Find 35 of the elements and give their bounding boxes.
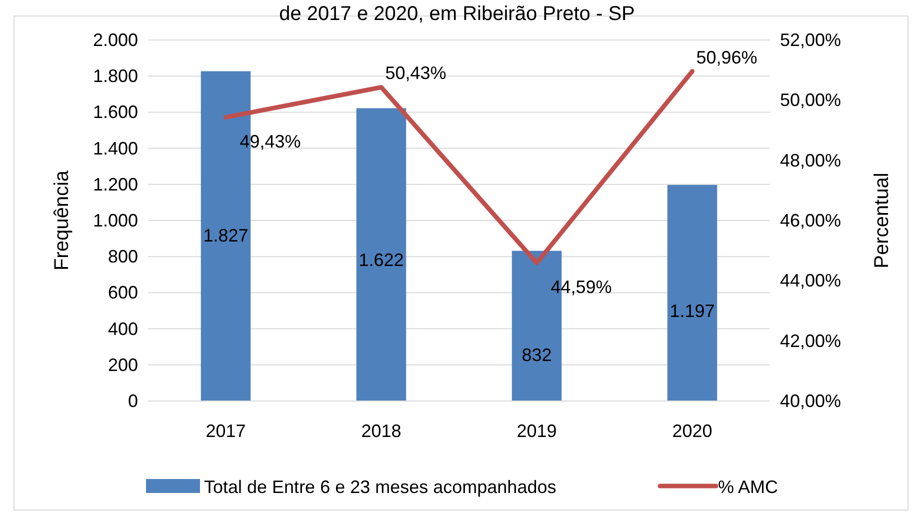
y-tick-label: 1.000 [92,210,138,230]
y2-tick-label: 48,00% [780,150,842,170]
data-label: 832 [522,344,552,365]
y2-tick-label: 46,00% [780,210,842,230]
y-tick-label: 200 [108,354,138,375]
y-tick-label: 400 [108,318,138,339]
y2-tick-label: 42,00% [780,330,842,351]
y-tick-label: 1.800 [92,66,138,86]
y-tick-label: 1.400 [92,138,138,158]
y-tick-label: 1.600 [92,102,138,122]
x-tick-label: 2020 [672,421,712,441]
y-axis-title: Frequência [51,170,73,271]
x-tick-label: 2017 [206,421,246,441]
y2-tick-label: 52,00% [780,30,842,50]
x-tick-label: 2018 [361,421,402,441]
data-label: 1.827 [203,225,248,246]
data-label: 50,96% [696,47,758,68]
y-tick-label: 800 [108,246,138,267]
data-label: 50,43% [385,63,446,84]
y2-axis-title: Percentual [871,172,893,268]
y2-tick-label: 50,00% [780,90,842,110]
chart-title: de 2017 e 2020, em Ribeirão Preto - SP [279,3,635,25]
y-tick-label: 2.000 [92,30,138,50]
data-label: 1.622 [358,250,404,270]
data-label: 1.197 [670,301,715,322]
bar [667,184,718,401]
bar [356,108,406,401]
y2-tick-label: 44,00% [780,270,842,291]
y-tick-label: 600 [108,282,138,303]
y2-tick-label: 40,00% [780,391,842,411]
x-tick-label: 2019 [516,421,557,441]
y-tick-label: 1.200 [92,174,138,194]
y-tick-label: 0 [128,391,138,411]
legend-label: Total de Entre 6 e 23 meses acompanhados [204,477,556,497]
legend-label: % AMC [718,477,778,497]
